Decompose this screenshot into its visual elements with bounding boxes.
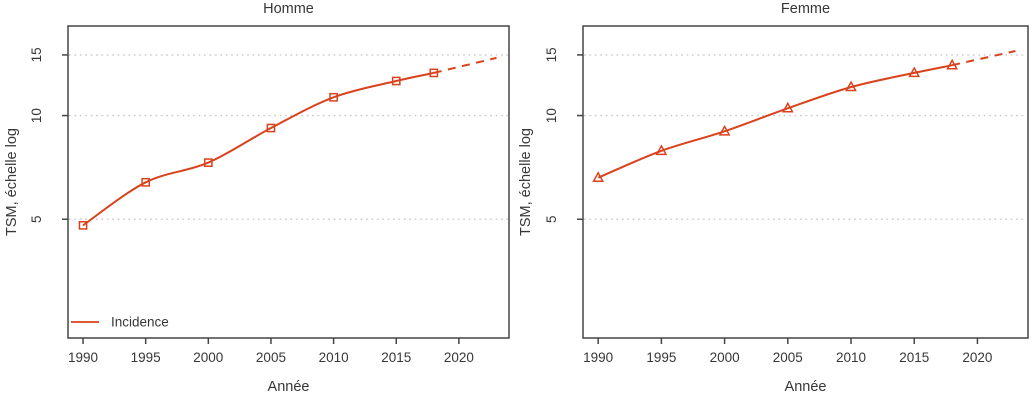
data-point-marker-triangle — [718, 124, 731, 136]
y-tick-label: 10 — [544, 108, 559, 123]
x-tick-label: 2020 — [962, 350, 992, 365]
plot-border — [67, 25, 510, 339]
plot-border — [582, 25, 1029, 339]
data-point-marker-triangle — [592, 171, 605, 182]
y-tick-label: 10 — [29, 108, 44, 123]
data-point-marker-square — [266, 123, 276, 133]
x-tick-label: 1990 — [68, 350, 98, 365]
series-line — [82, 71, 435, 227]
y-tick-label: 5 — [29, 215, 44, 223]
data-point-marker-triangle — [908, 66, 921, 78]
x-tick-label: 1995 — [646, 350, 676, 365]
x-tick-label: 2005 — [773, 350, 803, 365]
panel-title-homme: Homme — [263, 1, 314, 17]
data-point-marker-triangle — [655, 144, 668, 156]
panel-femme: Femme TSM, échelle log Année 1990 1995 200… — [518, 0, 1036, 402]
x-tick-label: 2000 — [193, 350, 223, 365]
projection-line — [433, 56, 497, 74]
legend-label: Incidence — [111, 315, 169, 330]
femme-chart-svg: Femme TSM, échelle log Année 1990 1995 200… — [518, 1, 1029, 395]
legend: Incidence — [71, 315, 169, 330]
y-axis-label: TSM, échelle log — [518, 128, 534, 236]
data-point-marker-square — [391, 76, 401, 86]
x-tick-label: 2015 — [381, 350, 411, 365]
x-tick-label: 2010 — [319, 350, 349, 365]
data-point-marker-square — [203, 158, 213, 167]
x-tick-label: 2005 — [256, 350, 286, 365]
y-tick-label: 15 — [29, 47, 44, 62]
x-tick-label: 2015 — [899, 350, 929, 365]
panel-homme: Homme TSM, échelle log Année Incidence 1… — [4, 1, 510, 395]
homme-chart-svg: Homme TSM, échelle log Année Incidence 1… — [4, 1, 510, 395]
x-tick-label: 2020 — [444, 350, 474, 365]
y-tick-label: 15 — [544, 47, 559, 62]
series-line — [597, 64, 953, 179]
x-axis-label: Année — [268, 379, 310, 395]
y-axis-label: TSM, échelle log — [4, 128, 20, 236]
y-tick-label: 5 — [544, 215, 559, 223]
x-tick-label: 2010 — [836, 350, 866, 365]
x-axis-label: Année — [785, 379, 827, 395]
projection-line — [951, 50, 1016, 67]
data-point-marker-triangle — [781, 101, 794, 113]
data-point-marker-square — [329, 92, 338, 102]
panel-title-femme: Femme — [781, 1, 830, 17]
data-point-marker-square — [141, 177, 151, 187]
x-tick-label: 1995 — [131, 350, 161, 365]
data-point-marker-square — [78, 220, 88, 230]
x-tick-label: 2000 — [710, 350, 740, 365]
x-tick-label: 1990 — [583, 350, 613, 365]
data-point-marker-triangle — [845, 80, 857, 92]
